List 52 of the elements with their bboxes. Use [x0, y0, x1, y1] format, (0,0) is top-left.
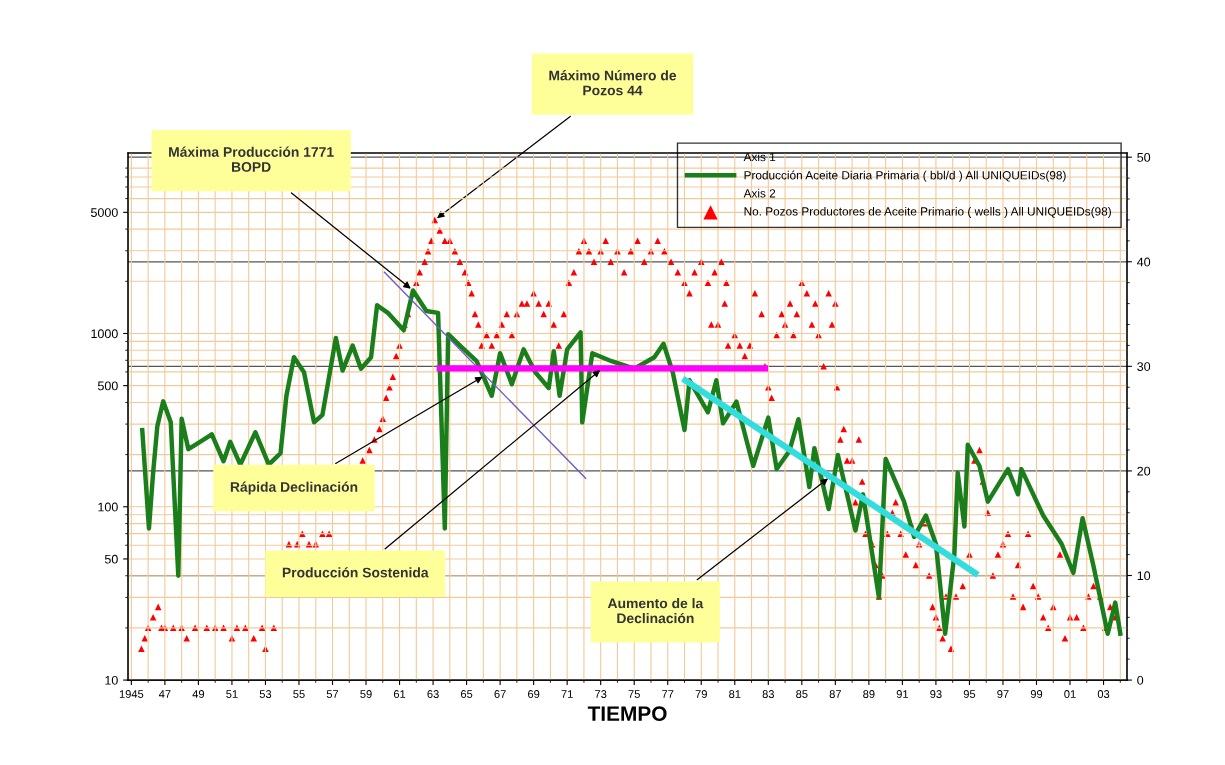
x-tick-label: 79	[695, 690, 707, 698]
x-tick-label: 01	[1064, 690, 1076, 698]
x-tick-label: 1945	[119, 690, 144, 698]
x-axis-title: TIEMPO	[587, 706, 667, 722]
x-tick-label: 83	[762, 690, 774, 698]
x-tick-label: 49	[192, 690, 205, 698]
y-tick-label: 500	[97, 381, 118, 391]
legend-label: Producción Aceite Diaria Primaria ( bbl/d ) All UNIQUEIDs(98)	[744, 170, 1066, 182]
x-tick-label: 51	[226, 690, 238, 698]
x-tick-label: 61	[393, 690, 406, 698]
y2-tick-label: 30	[1137, 362, 1151, 371]
y2-tick-label: 10	[1137, 571, 1151, 581]
x-tick-label: 73	[595, 690, 607, 698]
x-tick-label: 81	[729, 690, 741, 698]
x-tick-label: 95	[963, 690, 976, 698]
x-tick-label: 63	[427, 690, 439, 698]
y-tick-label: 100	[98, 502, 118, 512]
y-tick-label: 50	[104, 554, 118, 564]
annotation: Máxima Producción 1771 BOPD	[169, 146, 334, 172]
text: Máximo Número de Pozos 44	[549, 70, 677, 96]
y-tick-label: 1000	[91, 329, 118, 339]
y-tick-label: 5000	[90, 208, 118, 217]
x-tick-label: 89	[863, 690, 875, 698]
x-tick-label: 87	[829, 690, 841, 698]
x-tick-label: 75	[628, 690, 640, 698]
annotation: Producción Sostenida	[282, 567, 429, 578]
x-tick-label: 59	[360, 690, 372, 698]
x-tick-label: 03	[1097, 690, 1110, 698]
x-tick-label: 47	[158, 690, 171, 698]
x-tick-label: 99	[1030, 690, 1043, 698]
x-tick-label: 93	[930, 690, 942, 698]
x-tick-label: 77	[662, 690, 674, 698]
x-tick-label: 65	[460, 690, 473, 698]
x-tick-label: 97	[997, 690, 1009, 698]
annotation: Rápida Declinación	[230, 481, 358, 495]
y2-tick-label: 0	[1137, 675, 1144, 685]
x-tick-label: 57	[326, 690, 339, 698]
legend-label: No. Pozos Productores de Aceite Primario ( wells ) All UNIQUEIDs(98)	[744, 206, 1111, 218]
x-tick-label: 69	[528, 690, 540, 698]
x-tick-label: 91	[896, 690, 909, 698]
annotation: Aumento de la Declinación	[607, 598, 704, 624]
x-tick-label: 55	[293, 690, 305, 698]
y2-tick-label: 40	[1137, 257, 1151, 267]
y-tick-label: 10	[105, 675, 118, 685]
x-tick-label: 67	[494, 690, 506, 698]
x-tick-label: 53	[259, 690, 272, 698]
annotation: Axis 1	[743, 152, 776, 162]
x-tick-label: 85	[796, 690, 808, 698]
y2-tick-label: 50	[1137, 152, 1151, 162]
x-tick-label: 71	[561, 690, 573, 698]
annotation: Axis 2	[743, 188, 776, 198]
y2-tick-label: 20	[1137, 466, 1151, 476]
